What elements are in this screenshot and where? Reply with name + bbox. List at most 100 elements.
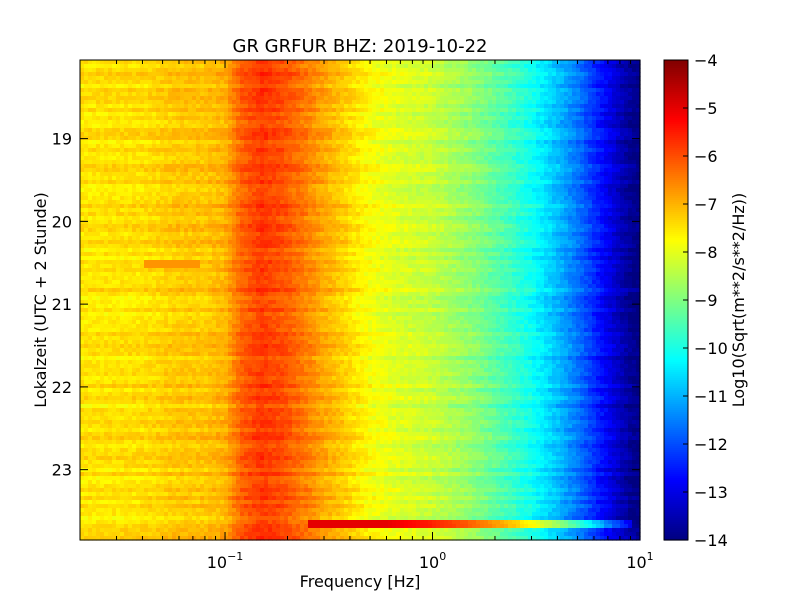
heatmap-cell — [152, 120, 157, 125]
heatmap-cell — [560, 192, 565, 197]
heatmap-cell — [524, 172, 529, 177]
heatmap-cell — [240, 80, 245, 85]
heatmap-cell — [212, 104, 217, 109]
heatmap-cell — [252, 188, 257, 193]
heatmap-cell — [576, 124, 581, 129]
heatmap-cell — [496, 156, 501, 161]
heatmap-cell — [496, 152, 501, 157]
heatmap-cell — [348, 68, 353, 73]
heatmap-cell — [164, 116, 169, 121]
heatmap-cell — [428, 140, 433, 145]
heatmap-cell — [488, 168, 493, 173]
heatmap-cell — [532, 124, 537, 129]
heatmap-cell — [472, 160, 477, 165]
heatmap-cell — [360, 80, 365, 85]
heatmap-cell — [88, 164, 93, 169]
heatmap-cell — [560, 128, 565, 133]
heatmap-cell — [572, 164, 577, 169]
heatmap-cell — [256, 72, 261, 77]
heatmap-cell — [324, 92, 329, 97]
heatmap-cell — [132, 112, 137, 117]
heatmap-cell — [280, 176, 285, 181]
heatmap-cell — [144, 172, 149, 177]
heatmap-cell — [536, 184, 541, 189]
heatmap-cell — [240, 168, 245, 173]
heatmap-cell — [428, 124, 433, 129]
heatmap-cell — [584, 136, 589, 141]
heatmap-cell — [192, 136, 197, 141]
heatmap-cell — [456, 88, 461, 93]
heatmap-cell — [244, 172, 249, 177]
heatmap-cell — [536, 144, 541, 149]
heatmap-cell — [204, 92, 209, 97]
heatmap-cell — [172, 72, 177, 77]
heatmap-cell — [364, 156, 369, 161]
heatmap-cell — [392, 160, 397, 165]
heatmap-cell — [312, 112, 317, 117]
heatmap-cell — [416, 132, 421, 137]
heatmap-cell — [272, 168, 277, 173]
heatmap-cell — [460, 192, 465, 197]
heatmap-cell — [168, 172, 173, 177]
heatmap-cell — [128, 88, 133, 93]
heatmap-cell — [260, 192, 265, 197]
heatmap-cell — [548, 188, 553, 193]
heatmap-cell — [180, 76, 185, 81]
heatmap-cell — [320, 136, 325, 141]
heatmap-cell — [208, 68, 213, 73]
heatmap-cell — [352, 68, 357, 73]
heatmap-cell — [424, 84, 429, 89]
heatmap-cell — [148, 152, 153, 157]
heatmap-cell — [556, 96, 561, 101]
heatmap-cell — [516, 152, 521, 157]
heatmap-cell — [260, 88, 265, 93]
heatmap-cell — [468, 68, 473, 73]
heatmap-cell — [608, 176, 613, 181]
heatmap-cell — [332, 96, 337, 101]
heatmap-cell — [580, 140, 585, 145]
heatmap-cell — [332, 128, 337, 133]
heatmap-cell — [636, 168, 641, 173]
heatmap-cell — [516, 196, 521, 201]
heatmap-cell — [540, 172, 545, 177]
heatmap-cell — [176, 176, 181, 181]
heatmap-cell — [324, 80, 329, 85]
heatmap-cell — [428, 200, 433, 205]
heatmap-cell — [144, 136, 149, 141]
heatmap-cell — [616, 84, 621, 89]
heatmap-cell — [364, 172, 369, 177]
heatmap-cell — [600, 132, 605, 137]
heatmap-cell — [312, 76, 317, 81]
heatmap-cell — [592, 176, 597, 181]
heatmap-cell — [180, 136, 185, 141]
heatmap-cell — [544, 72, 549, 77]
heatmap-cell — [548, 80, 553, 85]
heatmap-cell — [128, 120, 133, 125]
heatmap-cell — [120, 128, 125, 133]
heatmap-cell — [228, 116, 233, 121]
heatmap-cell — [216, 148, 221, 153]
heatmap-cell — [264, 180, 269, 185]
heatmap-cell — [452, 92, 457, 97]
heatmap-cell — [256, 196, 261, 201]
heatmap-cell — [268, 88, 273, 93]
heatmap-cell — [208, 144, 213, 149]
heatmap-cell — [216, 176, 221, 181]
heatmap-cell — [216, 132, 221, 137]
heatmap-cell — [444, 60, 449, 65]
heatmap-cell — [228, 184, 233, 189]
heatmap-cell — [544, 128, 549, 133]
heatmap-cell — [172, 160, 177, 165]
heatmap-cell — [132, 60, 137, 65]
heatmap-cell — [396, 184, 401, 189]
heatmap-cell — [300, 116, 305, 121]
heatmap-cell — [160, 188, 165, 193]
heatmap-cell — [616, 116, 621, 121]
heatmap-cell — [432, 192, 437, 197]
heatmap-cell — [588, 76, 593, 81]
heatmap-cell — [236, 116, 241, 121]
heatmap-cell — [488, 92, 493, 97]
heatmap-cell — [536, 156, 541, 161]
heatmap-cell — [560, 140, 565, 145]
heatmap-cell — [100, 200, 105, 205]
